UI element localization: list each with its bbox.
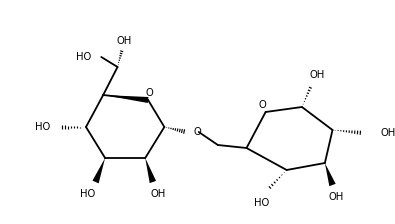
Text: OH: OH [380, 128, 395, 138]
Text: OH: OH [329, 192, 344, 202]
Text: HO: HO [254, 198, 269, 208]
Text: OH: OH [151, 189, 166, 199]
Text: OH: OH [310, 70, 325, 80]
Text: O: O [145, 88, 153, 98]
Text: O: O [259, 100, 267, 110]
Polygon shape [325, 163, 336, 186]
Text: HO: HO [36, 122, 51, 132]
Text: OH: OH [117, 36, 132, 46]
Text: HO: HO [80, 189, 96, 199]
Polygon shape [92, 158, 105, 183]
Text: O: O [194, 127, 202, 137]
Polygon shape [103, 95, 149, 103]
Polygon shape [145, 158, 156, 183]
Text: HO: HO [77, 52, 92, 62]
